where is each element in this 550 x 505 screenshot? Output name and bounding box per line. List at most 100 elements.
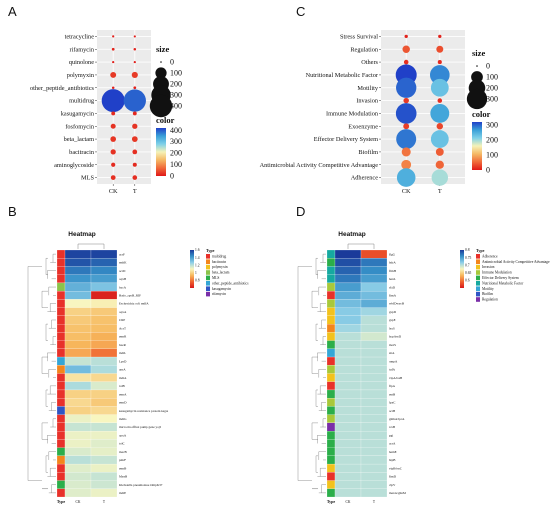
heatmap-cell bbox=[334, 340, 362, 349]
y-tick-label: beta_lactam bbox=[64, 136, 95, 143]
heatmap-cell bbox=[90, 307, 118, 316]
heatmap-cell bbox=[334, 422, 362, 432]
panel-d-label: D bbox=[296, 204, 305, 219]
column-dendrogram bbox=[347, 243, 375, 249]
row-label: tolB bbox=[119, 384, 125, 388]
heatmap-cell bbox=[64, 299, 92, 308]
row-label: gmhA/lpcA bbox=[389, 417, 405, 421]
type-legend-swatch bbox=[476, 286, 480, 291]
y-tick-label: Antimicrobial Activity Competitive Advan… bbox=[260, 162, 379, 169]
colorbar-label: 100 bbox=[170, 160, 182, 169]
heatmap-cell bbox=[334, 389, 362, 399]
heatmap-cell bbox=[334, 324, 362, 333]
type-annotation-cell bbox=[326, 291, 336, 300]
bubble-point bbox=[111, 86, 115, 90]
row-label: emrA bbox=[119, 392, 127, 396]
row-label: kasugamycin resistance protein ksgA bbox=[119, 409, 169, 413]
heatmap-cell bbox=[64, 414, 92, 423]
heatmap-cell bbox=[90, 282, 118, 292]
heatmap-cell bbox=[334, 348, 362, 358]
heatmap-cell bbox=[90, 332, 118, 341]
heatmap-cell bbox=[90, 258, 118, 267]
bubble-point bbox=[132, 149, 138, 155]
size-legend-label: 200 bbox=[486, 84, 498, 93]
bubble-point bbox=[430, 103, 450, 123]
row-label: fimA bbox=[389, 293, 397, 297]
type-legend-swatch bbox=[476, 270, 480, 275]
row-label: acrA bbox=[389, 442, 396, 446]
colorbar bbox=[472, 122, 482, 170]
bubble-point bbox=[133, 47, 137, 51]
heatmap-cell bbox=[360, 274, 388, 284]
type-legend-label: Nutritional Metabolic Factor bbox=[482, 281, 524, 285]
heatmap-cell bbox=[334, 365, 362, 374]
type-annotation-cell bbox=[56, 431, 66, 440]
heatmap-cell bbox=[90, 422, 118, 432]
heatmap-cell bbox=[64, 274, 92, 284]
heatmap-cell bbox=[90, 373, 118, 382]
bubble-point bbox=[395, 103, 417, 124]
type-legend-swatch bbox=[476, 291, 480, 297]
type-annotation-cell bbox=[56, 356, 66, 366]
bubble-point bbox=[132, 123, 138, 129]
type-annotation-cell bbox=[56, 422, 66, 432]
bubble-point bbox=[133, 86, 137, 90]
heatmap-cell bbox=[360, 282, 388, 292]
heatmap-cell bbox=[360, 431, 388, 440]
bubble-point bbox=[431, 169, 448, 186]
row-label: oqxB bbox=[119, 277, 127, 281]
type-annotation-cell bbox=[56, 291, 66, 300]
heatmap-cell bbox=[64, 480, 92, 489]
y-tick-label: tetracycline bbox=[65, 33, 95, 40]
heatmap-colorbar-label: 1.4 bbox=[195, 256, 200, 260]
type-legend-label: beta_lactam bbox=[212, 271, 230, 275]
heatmap-cell bbox=[64, 332, 92, 341]
type-annotation-cell bbox=[326, 472, 336, 481]
heatmap-cell bbox=[64, 447, 92, 456]
size-legend-dot bbox=[155, 67, 167, 79]
heatmap-title: Heatmap bbox=[68, 231, 95, 238]
row-label: cpxA bbox=[119, 433, 127, 437]
heatmap-cell bbox=[64, 389, 92, 399]
heatmap-cell bbox=[90, 381, 118, 391]
bubble-point bbox=[132, 111, 137, 116]
type-annotation-cell bbox=[56, 480, 66, 489]
row-label: hemE bbox=[389, 450, 397, 454]
y-tick-label: Stress Survival bbox=[340, 33, 378, 40]
type-annotation-cell bbox=[326, 406, 336, 415]
colorbar-label: 200 bbox=[486, 136, 498, 145]
heatmap-cell bbox=[90, 447, 118, 456]
heatmap-cell bbox=[360, 373, 388, 382]
heatmap-cell bbox=[64, 324, 92, 333]
heatmap-cell bbox=[334, 315, 362, 325]
colorbar-label: 100 bbox=[486, 151, 498, 160]
size-legend-title: size bbox=[156, 44, 169, 54]
row-label: ompA bbox=[389, 359, 398, 363]
heatmap-cell bbox=[334, 332, 362, 341]
type-annotation-cell bbox=[56, 373, 66, 382]
row-label: sitA bbox=[389, 351, 395, 355]
type-legend-label: kasugamycin bbox=[212, 287, 231, 291]
type-legend-swatch bbox=[206, 264, 210, 270]
row-label: hcpAssD bbox=[389, 335, 402, 339]
type-annotation-cell bbox=[326, 447, 336, 456]
type-annotation-cell bbox=[56, 472, 66, 481]
column-label: CK bbox=[346, 500, 351, 504]
bubble-point bbox=[131, 71, 138, 78]
x-tick-label: CK bbox=[402, 188, 411, 195]
type-legend-swatch bbox=[476, 297, 480, 302]
bubble-point bbox=[110, 149, 116, 155]
row-label: Klebsiella pneumoniae OmpK37 bbox=[119, 483, 163, 487]
row-label: baeR bbox=[119, 343, 127, 347]
heatmap-cell bbox=[360, 480, 388, 489]
heatmap-cell bbox=[360, 447, 388, 456]
bubble-point bbox=[110, 175, 116, 180]
row-label: emrR bbox=[119, 335, 127, 339]
y-tick-label: Invasion bbox=[356, 98, 379, 105]
bubble-point bbox=[396, 168, 416, 187]
heatmap-cell bbox=[64, 307, 92, 316]
heatmap-cell bbox=[334, 472, 362, 481]
type-legend-label: Effector Delivery System bbox=[482, 276, 519, 280]
y-tick-label: Motility bbox=[357, 85, 378, 92]
row-label: bacA bbox=[119, 285, 127, 289]
